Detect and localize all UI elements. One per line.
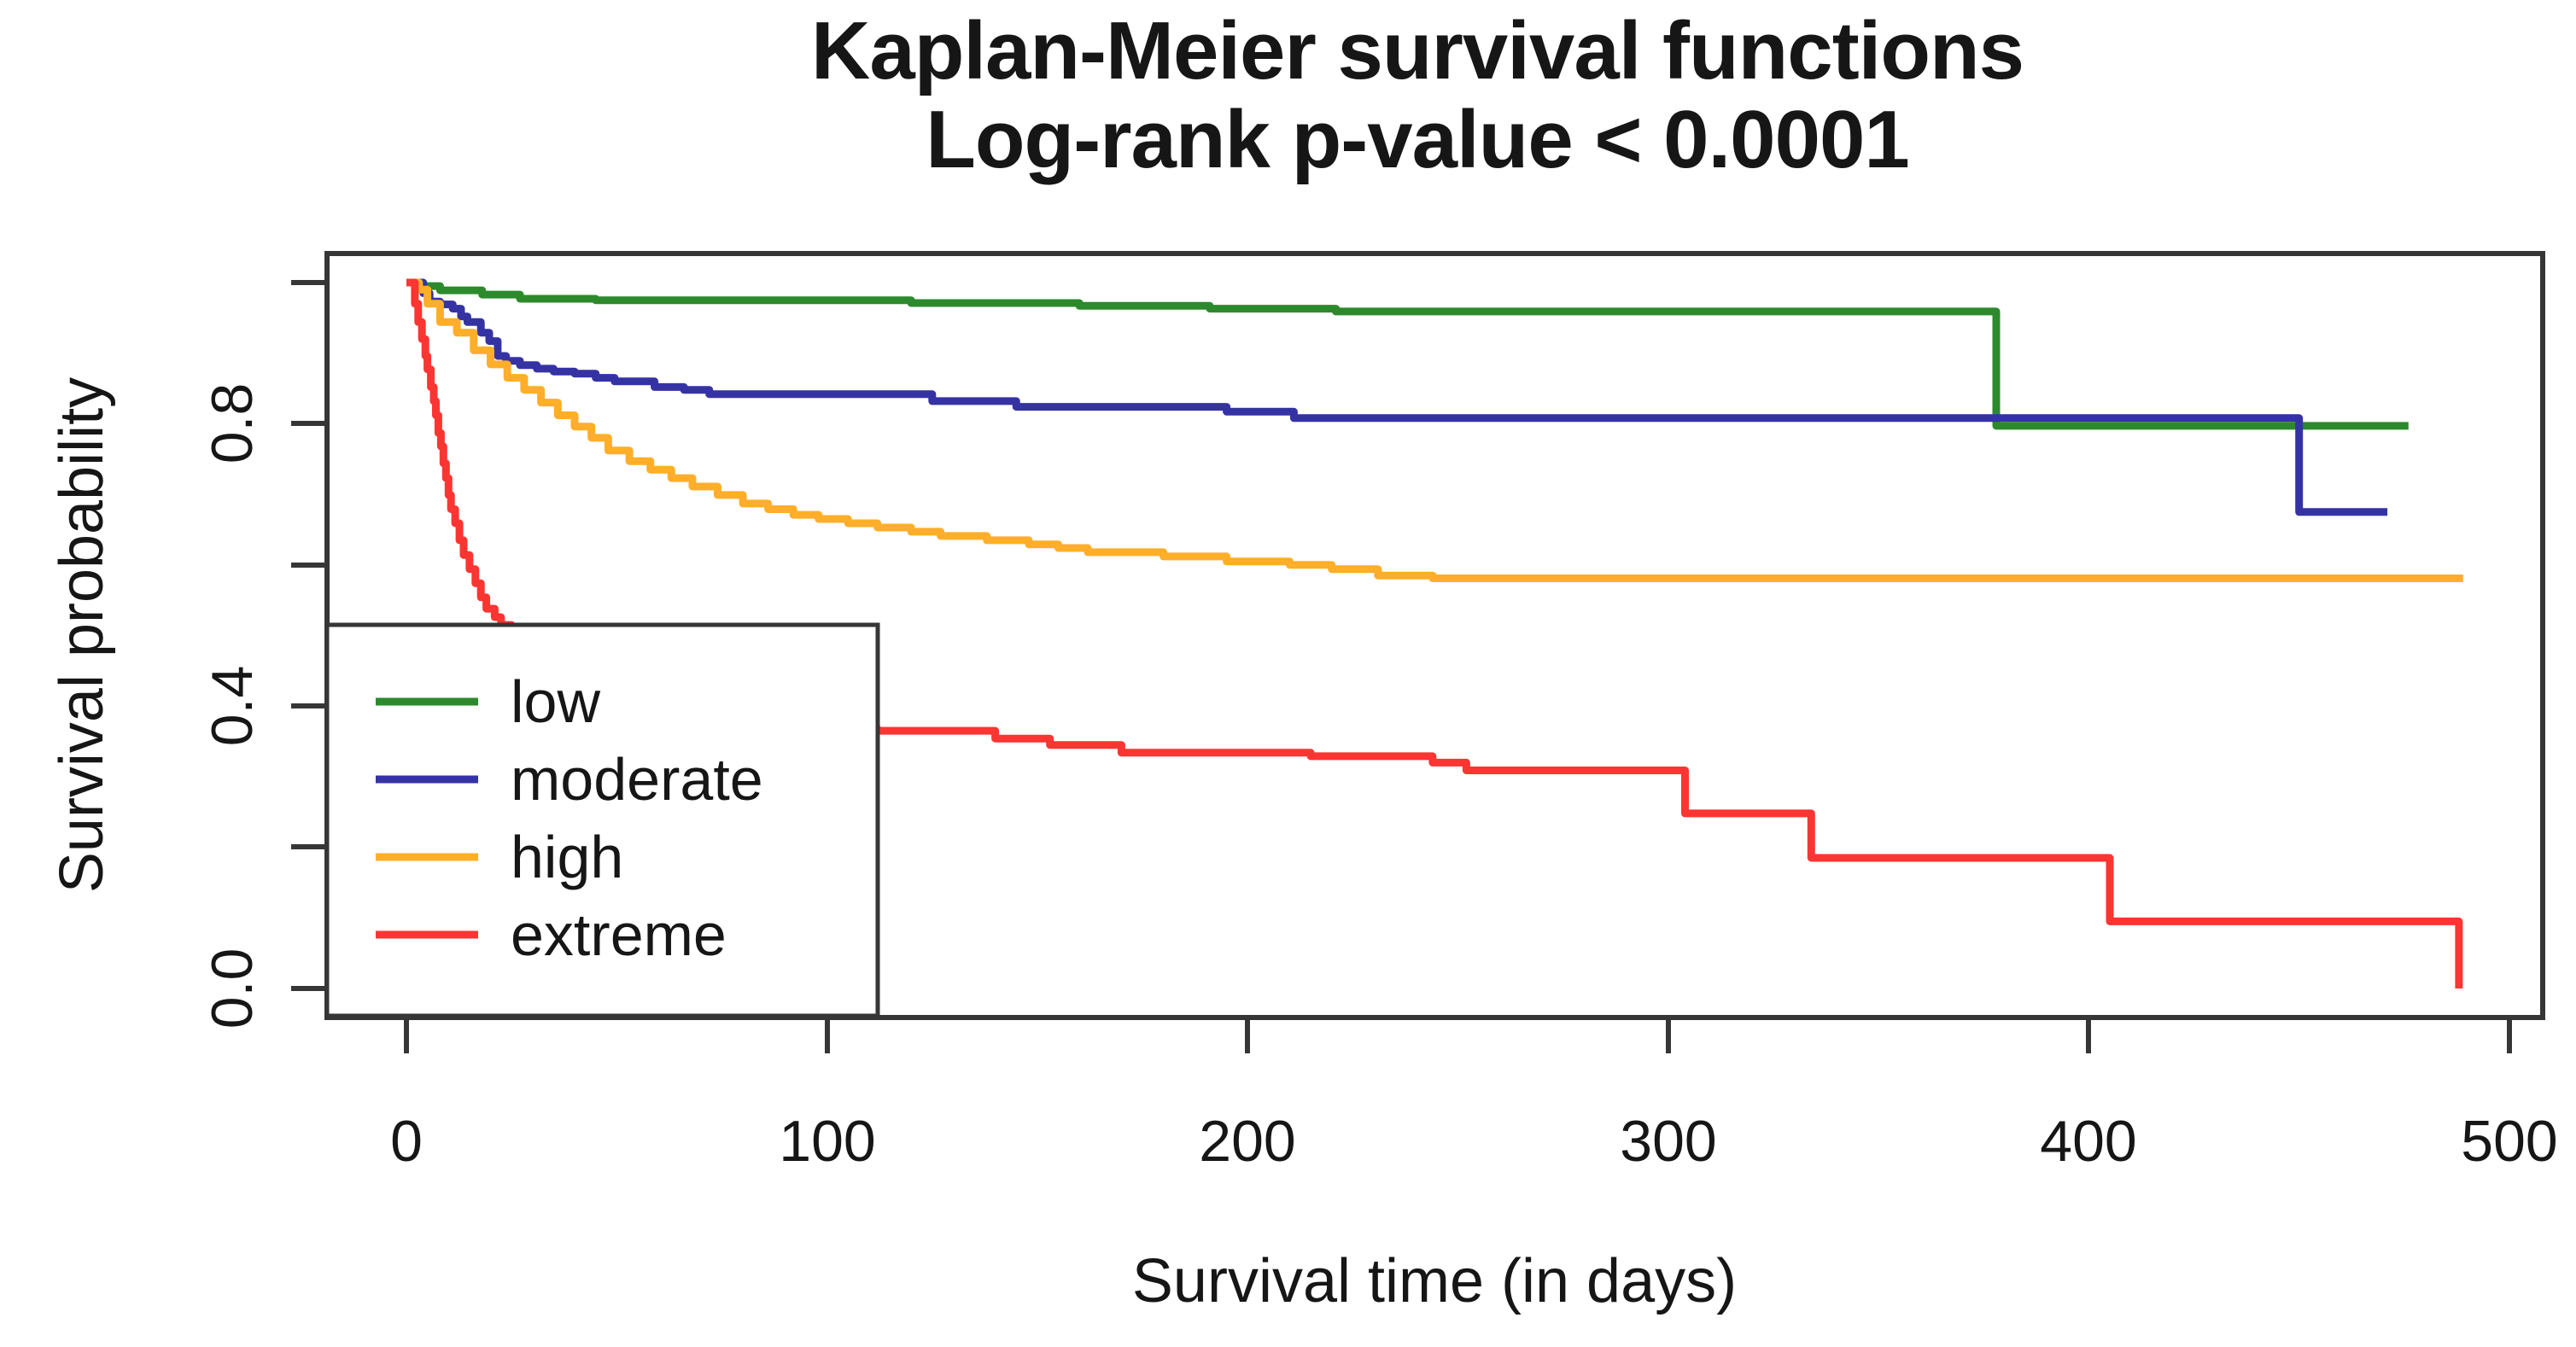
x-tick-label: 300 [1620, 1109, 1716, 1174]
series-layer [406, 278, 2463, 988]
chart-title: Kaplan-Meier survival functions Log-rank… [811, 5, 2024, 185]
y-axis-title: Survival probability [48, 377, 116, 893]
x-tick-label: 200 [1199, 1109, 1295, 1174]
y-axis: 0.8 0.4 0.0 Survival probability [48, 280, 327, 1029]
chart-title-line1: Kaplan-Meier survival functions [811, 5, 2024, 96]
series-low-line [406, 278, 2409, 430]
series-extreme-line [406, 278, 2463, 988]
x-tick-label: 100 [779, 1109, 875, 1174]
legend-label-extreme: extreme [511, 901, 727, 968]
legend-label-low: low [511, 668, 600, 735]
legend-box [324, 622, 880, 1018]
legend-label-moderate: moderate [511, 746, 763, 813]
x-axis-title: Survival time (in days) [1132, 1247, 1737, 1315]
y-tick-label: 0.4 [200, 666, 265, 747]
series-moderate-line [406, 278, 2388, 516]
series-high-line [406, 278, 2463, 582]
legend: low moderate high extreme [324, 622, 880, 1018]
chart-title-line2: Log-rank p-value < 0.0001 [926, 94, 1908, 185]
x-tick-label: 500 [2461, 1109, 2557, 1174]
y-tick-label: 0.0 [200, 948, 265, 1029]
legend-label-high: high [511, 824, 623, 890]
y-tick-label: 0.8 [200, 383, 265, 464]
x-tick-label: 0 [390, 1109, 423, 1174]
x-axis: 0 100 200 300 400 500 Survival time (in … [390, 1018, 2558, 1315]
x-tick-label: 400 [2040, 1109, 2136, 1174]
